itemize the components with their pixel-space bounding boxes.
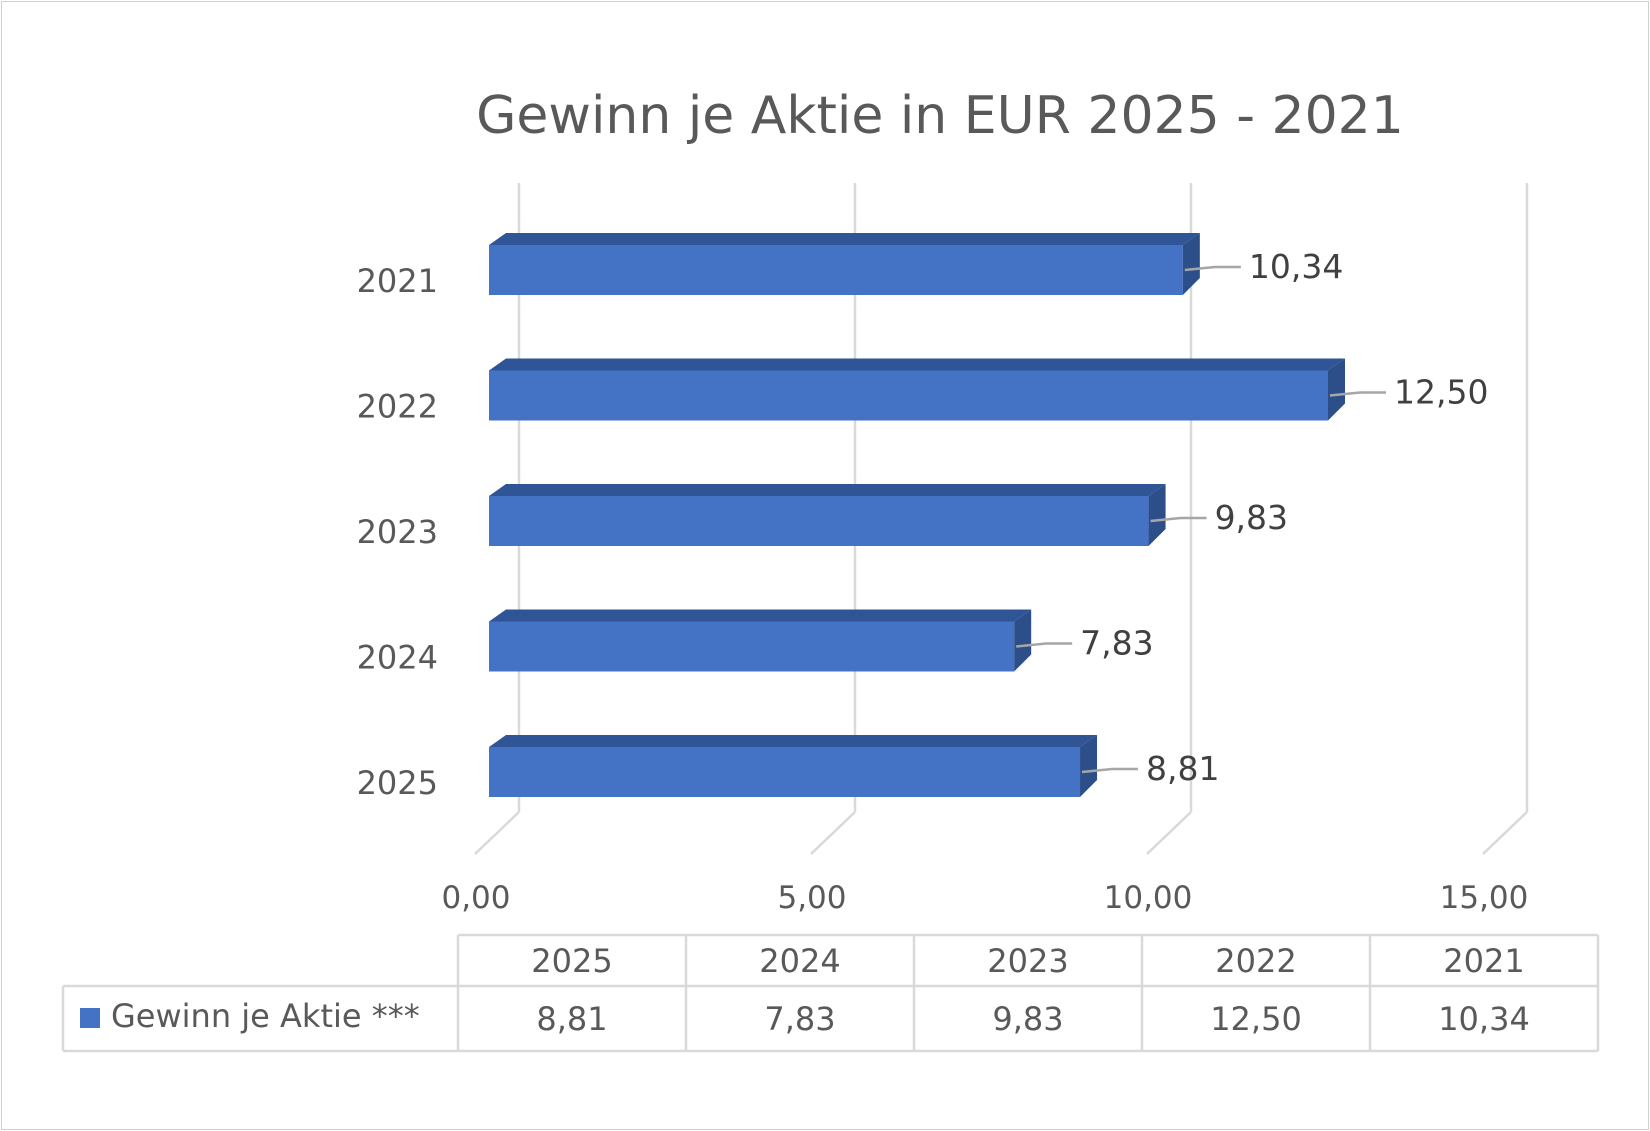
category-label-2024: 2024 [357,639,438,677]
leader-line-2024 [1016,642,1073,648]
table-header-2025: 2025 [531,942,612,980]
bar-side-2024 [1014,609,1032,672]
data-label-2021: 10,34 [1249,247,1343,286]
category-label-2023: 2023 [357,513,438,551]
data-label-2024: 7,83 [1080,624,1153,663]
leader-line-2025 [1081,767,1139,774]
bar-2023 [489,496,1149,546]
bar-side-2025 [1080,735,1098,797]
data-label-2025: 8,81 [1146,749,1219,788]
category-label-2025: 2025 [357,764,438,802]
x-tick-label-1: 5,00 [777,880,846,916]
bar-top-2024 [489,609,1032,622]
category-label-2021: 2021 [357,262,438,300]
table-value-2023: 9,83 [992,1000,1063,1038]
bar-side-2021 [1182,233,1200,295]
bar-top-2022 [489,358,1345,371]
leader-line-2022 [1329,391,1386,397]
bar-top-2021 [489,233,1200,245]
legend-key [80,1008,100,1028]
data-label-2022: 12,50 [1394,373,1488,412]
table-header-2021: 2021 [1443,942,1524,980]
bar-2022 [489,370,1328,421]
table-value-2021: 10,34 [1438,1000,1530,1038]
leader-line-2023 [1150,516,1207,523]
table-value-2024: 7,83 [764,1000,835,1038]
x-tick-label-0: 0,00 [441,880,510,916]
bar-top-2025 [489,735,1098,747]
bar-2025 [489,747,1081,797]
bar-top-2023 [489,484,1166,496]
x-tick-label-2: 10,00 [1104,880,1193,916]
data-label-2023: 9,83 [1215,498,1288,537]
bars: 8,81 7,83 9,83 12,50 10,34 [489,233,1488,797]
bar-side-2023 [1148,484,1166,546]
x-tick-label-3: 15,00 [1440,880,1529,916]
floor-gridline-1 [810,811,856,855]
category-labels: 2025 2024 2023 2022 2021 [357,262,438,802]
table-header-2024: 2024 [759,942,840,980]
table-header-2022: 2022 [1215,942,1296,980]
chart-title: Gewinn je Aktie in EUR 2025 - 2021 [476,86,1404,146]
leader-line-2021 [1184,265,1241,272]
legend-series-name: Gewinn je Aktie *** [111,997,420,1035]
table-value-2022: 12,50 [1210,1000,1302,1038]
table-value-2025: 8,81 [536,1000,607,1038]
bar-side-2022 [1328,358,1345,421]
data-table: 2025 8,81 2024 7,83 2023 9,83 2022 12,50 2021 10,… [61,933,1600,1053]
floor-gridline-2 [1146,811,1192,855]
floor-gridline-0 [474,811,520,855]
floor-gridline-3 [1482,811,1528,855]
bar-2024 [489,621,1015,672]
bar-2021 [489,245,1183,295]
category-label-2022: 2022 [357,388,438,426]
table-header-2023: 2023 [987,942,1068,980]
x-tick-labels: 0,00 5,00 10,00 15,00 [441,880,1528,916]
